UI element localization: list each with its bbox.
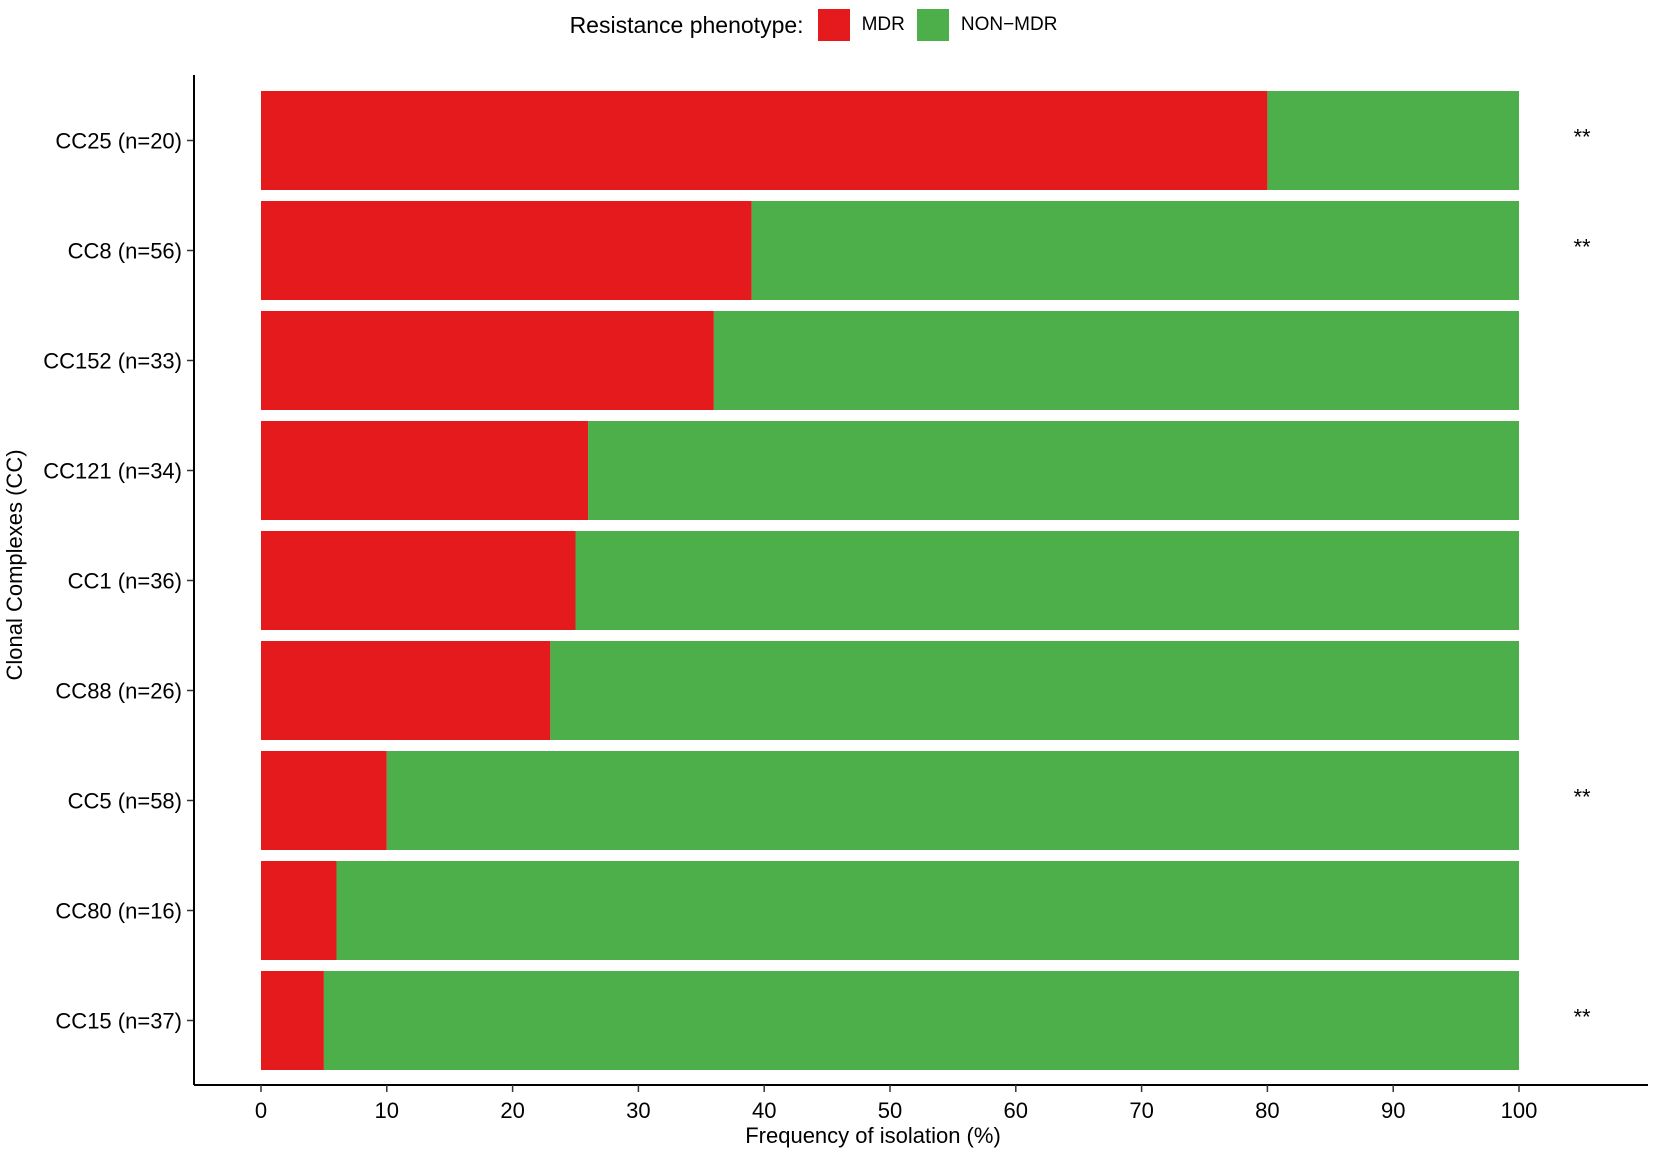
y-tick-label: CC15 (n=37) (55, 1009, 182, 1034)
bar-non-mdr-0 (1267, 91, 1519, 190)
bar-non-mdr-5 (550, 641, 1519, 740)
bar-non-mdr-2 (713, 311, 1519, 410)
x-tick-label: 80 (1255, 1098, 1279, 1123)
y-axis-title: Clonal Complexes (CC) (2, 449, 27, 680)
bar-mdr-5 (261, 641, 551, 740)
bar-non-mdr-7 (336, 861, 1520, 960)
x-tick-label: 0 (255, 1098, 267, 1123)
x-tick-label: 10 (375, 1098, 399, 1123)
x-axis: 0 10 20 30 40 50 60 70 80 90 100 (194, 1084, 1648, 1123)
x-tick-label: 20 (500, 1098, 524, 1123)
y-axis: CC25 (n=20) CC8 (n=56) CC152 (n=33) CC121 (… (43, 75, 195, 1085)
legend-label-non-mdr: NON−MDR (960, 14, 1058, 35)
legend-inner: Resistance phenotype: MDR NON−MDR (570, 9, 1070, 41)
x-tick-label: 60 (1004, 1098, 1028, 1123)
bars-group (261, 91, 1520, 1070)
bar-non-mdr-6 (386, 751, 1519, 850)
legend: Resistance phenotype: MDR NON−MDR (0, 0, 1654, 50)
bar-mdr-6 (261, 751, 387, 850)
legend-swatch-mdr (817, 9, 850, 41)
y-tick-label: CC80 (n=16) (55, 899, 182, 924)
legend-swatch-non-mdr (916, 9, 949, 41)
x-axis-title: Frequency of isolation (%) (745, 1123, 1001, 1148)
x-tick-label: 40 (752, 1098, 776, 1123)
y-tick-label: CC1 (n=36) (68, 569, 182, 594)
x-tick-label: 70 (1129, 1098, 1153, 1123)
x-tick-label: 50 (878, 1098, 902, 1123)
bar-non-mdr-1 (751, 201, 1519, 300)
significance-label: ** (1573, 785, 1591, 810)
y-tick-label: CC88 (n=26) (55, 679, 182, 704)
bar-mdr-2 (261, 311, 714, 410)
bar-non-mdr-3 (588, 421, 1519, 520)
bar-mdr-8 (261, 971, 324, 1070)
bar-mdr-1 (261, 201, 752, 300)
y-tick-label: CC5 (n=58) (68, 789, 182, 814)
y-tick-label: CC121 (n=34) (43, 459, 182, 484)
legend-title: Resistance phenotype: (569, 11, 804, 38)
x-tick-label: 90 (1381, 1098, 1405, 1123)
bar-mdr-3 (261, 421, 589, 520)
x-tick-label: 100 (1501, 1098, 1538, 1123)
y-tick-label: CC25 (n=20) (55, 129, 182, 154)
bar-mdr-0 (261, 91, 1268, 190)
x-tick-label: 30 (626, 1098, 650, 1123)
significance-label: ** (1573, 235, 1591, 260)
bar-mdr-7 (261, 861, 337, 960)
annotations-group: ** ** ** ** (1573, 125, 1591, 1030)
significance-label: ** (1573, 125, 1591, 150)
bar-mdr-4 (261, 531, 576, 630)
significance-label: ** (1573, 1005, 1591, 1030)
bar-non-mdr-4 (575, 531, 1519, 630)
y-tick-label: CC8 (n=56) (68, 239, 182, 264)
legend-label-mdr: MDR (861, 14, 905, 35)
y-tick-label: CC152 (n=33) (43, 349, 182, 374)
bar-non-mdr-8 (323, 971, 1519, 1070)
